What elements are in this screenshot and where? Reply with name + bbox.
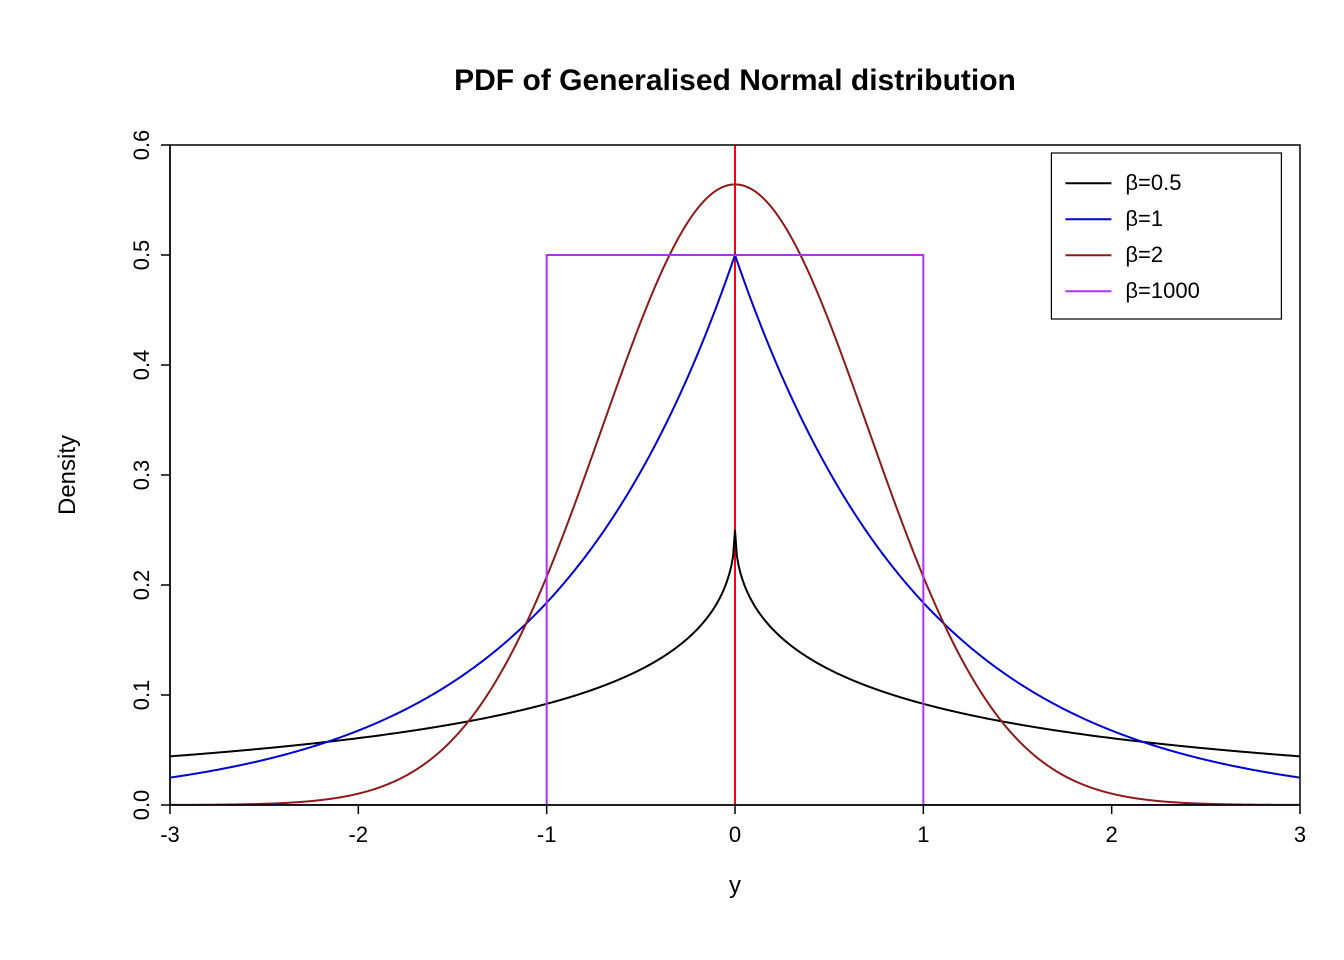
chart-title: PDF of Generalised Normal distribution [454, 64, 1016, 97]
chart-container: -3 -2 -1 0 1 2 3 0.0 0.1 0.2 0.3 0.4 0.5 0.6 y Density P… [0, 0, 1344, 960]
y-tick-label: 0.4 [129, 350, 154, 381]
x-axis-title: y [729, 872, 741, 899]
x-tick-label: -3 [160, 822, 180, 847]
legend-label-beta_2: β=2 [1125, 242, 1163, 267]
x-tick-label: 2 [1106, 822, 1118, 847]
legend-label-beta_0_5: β=0.5 [1125, 170, 1181, 195]
gn-pdf-chart: -3 -2 -1 0 1 2 3 0.0 0.1 0.2 0.3 0.4 0.5 0.6 y Density P… [0, 0, 1344, 960]
x-tick-label: 1 [917, 822, 929, 847]
y-tick-label: 0.1 [129, 680, 154, 711]
legend-label-beta_1: β=1 [1125, 206, 1163, 231]
x-tick-label: -1 [537, 822, 557, 847]
x-tick-label: 3 [1294, 822, 1306, 847]
y-tick-label: 0.2 [129, 570, 154, 601]
y-tick-label: 0.6 [129, 130, 154, 161]
legend-label-beta_1000: β=1000 [1125, 278, 1199, 303]
y-tick-label: 0.5 [129, 240, 154, 271]
x-tick-label: 0 [729, 822, 741, 847]
y-tick-label: 0.0 [129, 790, 154, 821]
x-tick-label: -2 [349, 822, 369, 847]
y-tick-label: 0.3 [129, 460, 154, 491]
chart-background [0, 0, 1344, 960]
y-axis-title: Density [54, 435, 81, 515]
